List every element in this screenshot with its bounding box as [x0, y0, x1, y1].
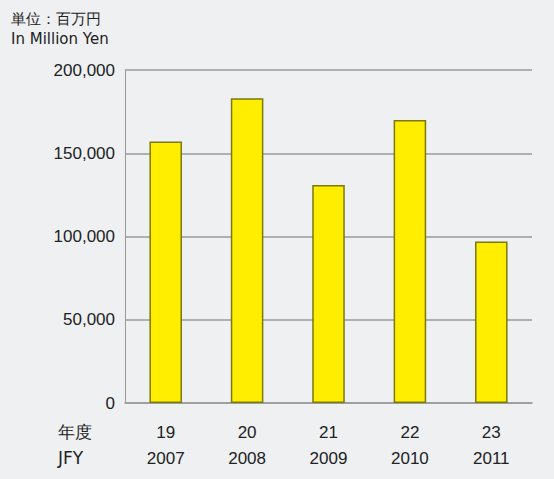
- svg-text:21: 21: [319, 423, 338, 442]
- svg-text:In Million Yen: In Million Yen: [11, 30, 109, 48]
- svg-text:23: 23: [482, 423, 501, 442]
- svg-text:2011: 2011: [473, 449, 510, 468]
- svg-text:20: 20: [238, 423, 257, 442]
- svg-text:JFY: JFY: [57, 448, 84, 468]
- svg-text:19: 19: [156, 423, 175, 442]
- svg-text:0: 0: [106, 394, 115, 413]
- svg-text:200,000: 200,000: [54, 61, 115, 80]
- svg-text:2009: 2009: [310, 449, 348, 468]
- svg-text:年度: 年度: [58, 422, 92, 442]
- svg-text:単位：百万円: 単位：百万円: [11, 10, 101, 28]
- svg-text:2007: 2007: [147, 449, 185, 468]
- svg-text:150,000: 150,000: [54, 144, 115, 163]
- svg-text:100,000: 100,000: [54, 227, 115, 246]
- svg-text:22: 22: [400, 423, 419, 442]
- svg-text:50,000: 50,000: [63, 310, 115, 329]
- svg-text:2010: 2010: [391, 449, 429, 468]
- svg-text:2008: 2008: [228, 449, 266, 468]
